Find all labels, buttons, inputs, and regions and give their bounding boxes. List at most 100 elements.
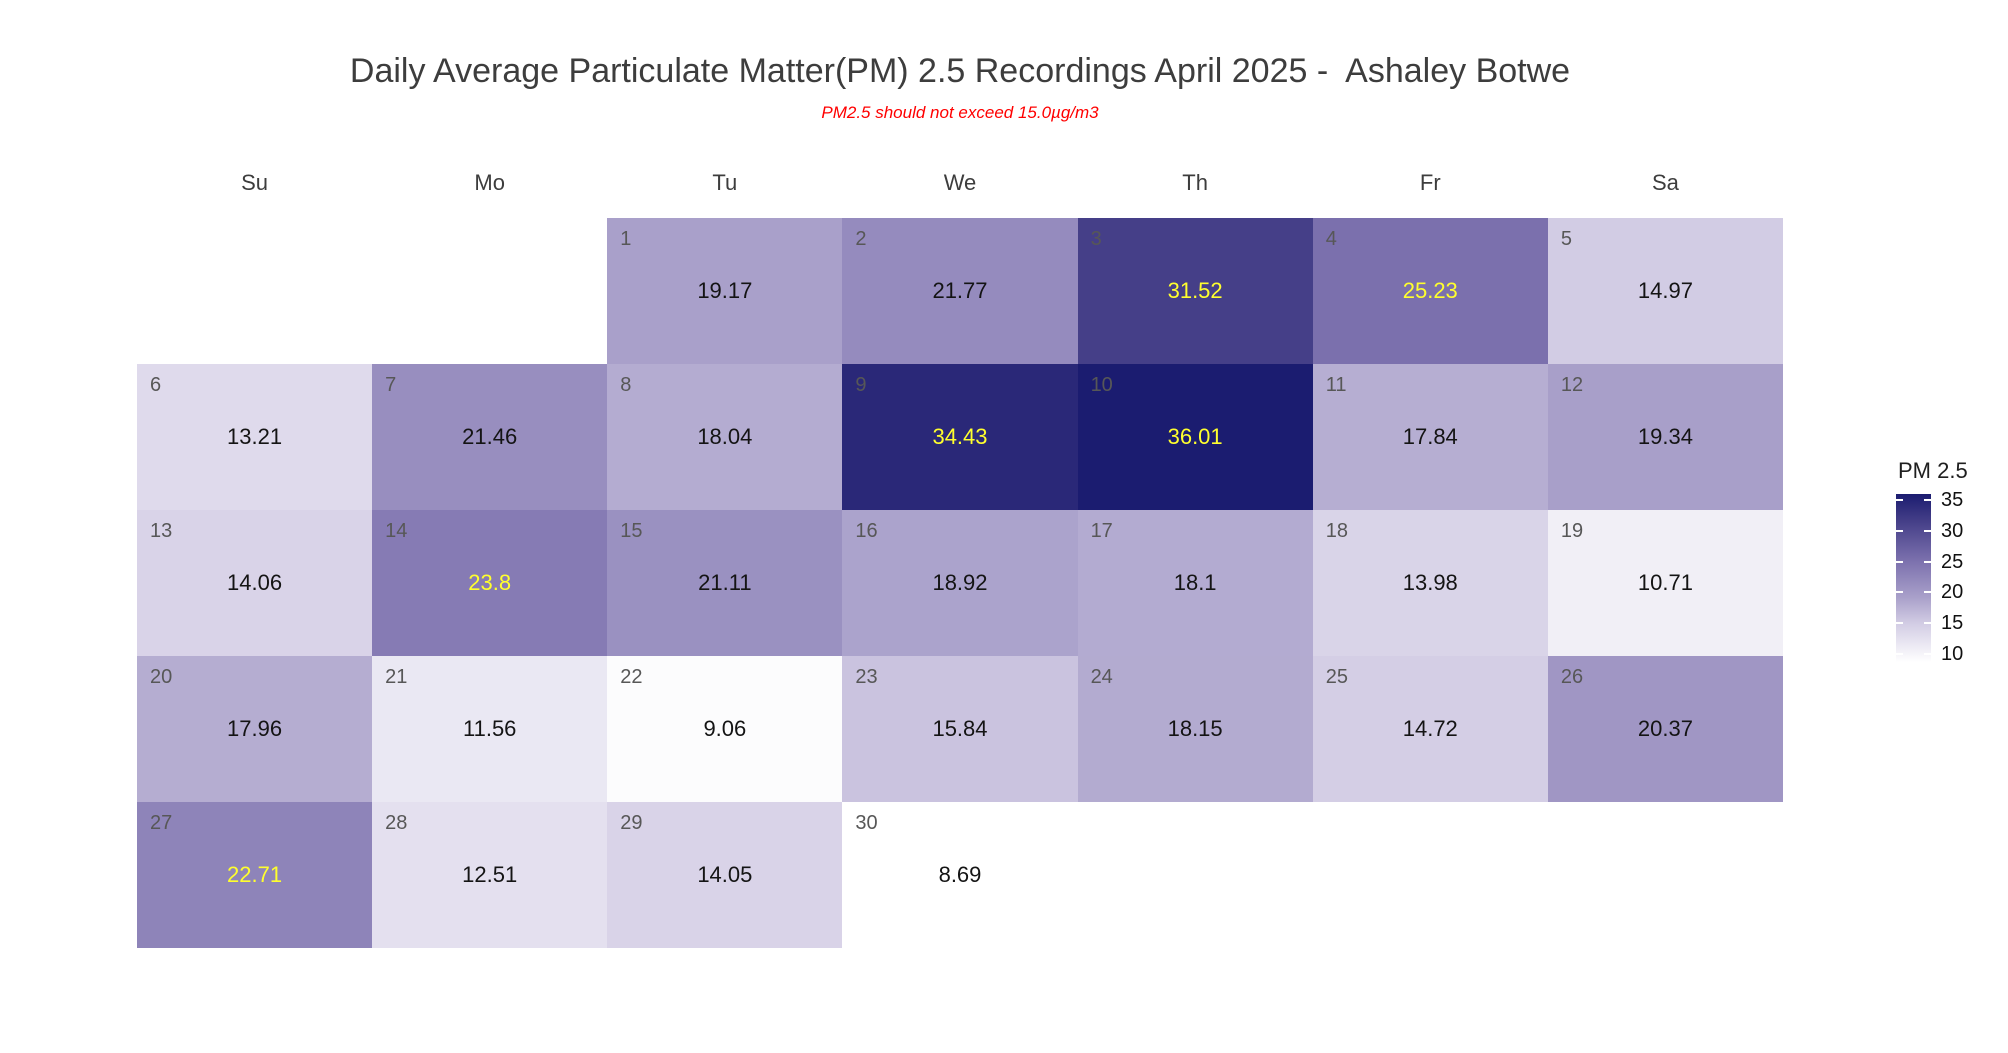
day-value: 18.1 (1173, 570, 1217, 595)
day-number: 21 (385, 666, 408, 688)
day-cell-13: 13 14.06 (137, 510, 373, 656)
day-number: 12 (1560, 374, 1584, 396)
day-number: 19 (1560, 520, 1584, 542)
day-number: 7 (385, 374, 397, 396)
legend-tickmark (1924, 591, 1931, 594)
day-cell-20: 20 17.96 (137, 656, 373, 802)
day-number: 18 (1325, 520, 1348, 542)
legend-tickmark (1924, 560, 1931, 563)
day-value: 21.77 (932, 278, 988, 303)
day-value: 19.34 (1637, 424, 1693, 449)
day-cell-2: 2 21.77 (842, 218, 1078, 364)
day-cell-26: 26 20.37 (1547, 656, 1783, 802)
day-value: 34.43 (932, 424, 988, 449)
day-value: 25.23 (1402, 278, 1458, 303)
calendar-heatmap: 1 19.17 2 21.77 3 31.52 4 25.23 5 14.97 6 13.21 7 21.… (137, 218, 1783, 948)
day-number: 24 (1090, 666, 1113, 688)
day-number: 26 (1560, 666, 1584, 688)
threshold-note: PM2.5 should not exceed 15.0µg/m3 (821, 103, 1099, 122)
day-cell-25: 25 14.72 (1312, 656, 1548, 802)
legend-tick-label: 15 (1941, 612, 1964, 635)
day-value: 21.11 (698, 570, 752, 595)
day-cell-24: 24 18.15 (1077, 656, 1313, 802)
day-cell-18: 18 13.98 (1312, 510, 1548, 656)
day-number: 11 (1325, 374, 1347, 396)
day-value: 13.98 (1402, 570, 1458, 595)
day-value: 14.06 (227, 570, 283, 595)
day-cell-28: 28 12.51 (372, 802, 608, 948)
day-cell-29: 29 14.05 (607, 802, 843, 948)
legend-tickmark (1924, 622, 1931, 625)
weekday-header-th: Th (1182, 170, 1208, 195)
day-value: 23.8 (468, 570, 512, 595)
day-value: 18.04 (697, 424, 753, 449)
day-value: 31.52 (1167, 278, 1223, 303)
weekday-header-su: Su (241, 170, 269, 195)
legend-tickmark (1924, 529, 1931, 532)
empty-cell (137, 218, 372, 364)
day-number: 9 (855, 374, 867, 396)
day-value: 14.72 (1402, 716, 1458, 741)
day-cell-3: 3 31.52 (1077, 218, 1313, 364)
legend-tick-label: 30 (1941, 519, 1964, 542)
day-number: 2 (855, 228, 867, 250)
legend-tick-label: 35 (1941, 489, 1964, 512)
day-number: 14 (385, 520, 408, 542)
legend-tickmark (1924, 652, 1931, 655)
day-cell-30: 30 8.69 (842, 802, 1078, 948)
day-value: 21.46 (462, 424, 518, 449)
day-cell-4: 4 25.23 (1312, 218, 1548, 364)
day-value: 22.71 (227, 862, 283, 887)
day-cell-7: 7 21.46 (372, 364, 608, 510)
day-value: 19.17 (697, 278, 753, 303)
day-number: 27 (150, 812, 173, 834)
day-value: 17.96 (227, 716, 283, 741)
day-cell-15: 15 21.11 (607, 510, 843, 656)
weekday-header-mo: Mo (474, 170, 505, 195)
legend-tickmark (1896, 499, 1903, 502)
day-number: 22 (620, 666, 643, 688)
day-value: 13.21 (227, 424, 283, 449)
day-value: 18.92 (932, 570, 988, 595)
day-cell-5: 5 14.97 (1547, 218, 1783, 364)
day-cell-9: 9 34.43 (842, 364, 1078, 510)
day-number: 1 (620, 228, 632, 250)
day-number: 20 (150, 666, 173, 688)
legend-tickmark (1896, 622, 1903, 625)
legend-tickmark (1896, 529, 1903, 532)
day-value: 10.71 (1637, 570, 1693, 595)
day-number: 3 (1090, 228, 1102, 250)
day-number: 23 (855, 666, 878, 688)
empty-cell (1313, 802, 1548, 948)
day-cell-10: 10 36.01 (1077, 364, 1313, 510)
day-value: 9.06 (703, 716, 747, 741)
day-number: 28 (385, 812, 408, 834)
legend-tick-label: 10 (1941, 642, 1964, 665)
day-value: 18.15 (1167, 716, 1223, 741)
day-number: 5 (1560, 228, 1572, 250)
day-cell-27: 27 22.71 (137, 802, 373, 948)
day-number: 4 (1325, 228, 1337, 250)
legend-tickmark (1924, 499, 1931, 502)
day-value: 20.37 (1637, 716, 1693, 741)
day-number: 29 (620, 812, 643, 834)
day-number: 10 (1090, 374, 1113, 396)
empty-cell (372, 218, 607, 364)
day-number: 13 (150, 520, 173, 542)
day-number: 25 (1325, 666, 1348, 688)
legend-title: PM 2.5 (1898, 458, 1968, 483)
weekday-header-we: We (943, 170, 977, 195)
legend-tick-label: 25 (1941, 550, 1964, 573)
day-cell-14: 14 23.8 (372, 510, 608, 656)
colorbar-legend: PM 2.5 35 30 25 20 15 10 (1896, 458, 2006, 664)
day-value: 12.51 (462, 862, 518, 887)
weekday-header-tu: Tu (712, 170, 738, 195)
day-cell-11: 11 17.84 (1312, 364, 1548, 510)
day-value: 11.56 (463, 716, 517, 741)
day-cell-17: 17 18.1 (1077, 510, 1313, 656)
legend-gradient-bar (1896, 494, 1931, 662)
legend-tickmark (1896, 560, 1903, 563)
page-title: Daily Average Particulate Matter(PM) 2.5… (349, 52, 1571, 90)
day-value: 14.05 (697, 862, 753, 887)
legend-bar-wrap: 35 30 25 20 15 10 (1896, 490, 1963, 664)
